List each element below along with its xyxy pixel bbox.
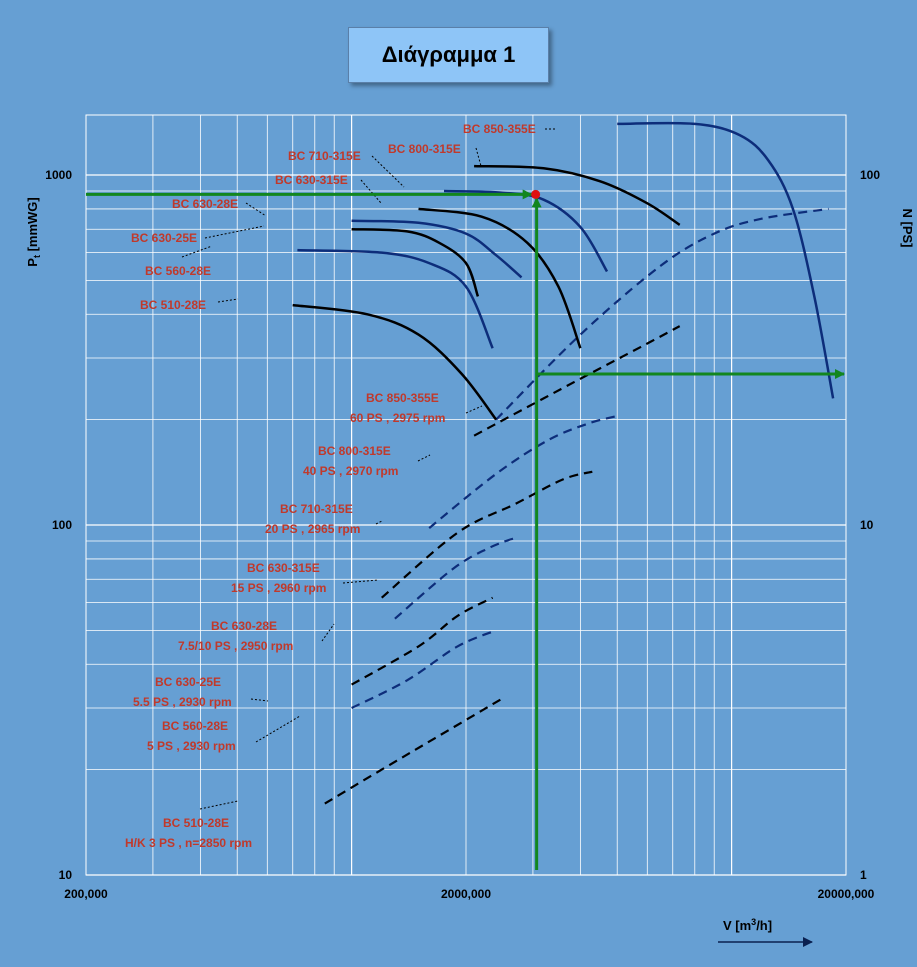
label-leader-line — [342, 579, 379, 584]
power-label-name-bc-800-315e: BC 800-315E — [318, 444, 391, 458]
pressure-label-bc-630-25e: BC 630-25E — [131, 231, 197, 245]
label-leader-line — [417, 454, 431, 462]
label-leader-line — [375, 520, 383, 525]
label-leader-line — [217, 298, 239, 303]
power-label-rating-bc-800-315e: 40 PS , 2970 rpm — [303, 464, 398, 478]
pressure-curves — [292, 121, 835, 421]
pressure-label-bc-850-355e: BC 850-355E — [463, 122, 536, 136]
x-tick-label: 2000,000 — [441, 887, 491, 901]
power-curve-bc-630-25e — [351, 596, 494, 686]
x-tick-label: 20000,000 — [818, 887, 875, 901]
chart-title-box: Διάγραμμα 1 — [348, 27, 549, 83]
pressure-curve-bc-710-315e — [443, 189, 609, 273]
label-leader-line — [199, 800, 239, 810]
y-tick-label-right: 100 — [860, 168, 880, 182]
operating-point — [531, 189, 541, 199]
power-label-rating-bc-630-28e: 7.5/10 PS , 2950 rpm — [178, 639, 293, 653]
label-leader-line — [321, 623, 335, 642]
grid — [85, 115, 847, 876]
tick-labels: 200,000 2000,000 20000,000 10 100 1000 1 10 100 — [45, 168, 880, 901]
power-label-name-bc-630-28e: BC 630-28E — [211, 619, 277, 633]
power-label-rating-bc-630-315e: 15 PS , 2960 rpm — [231, 581, 326, 595]
pressure-curve-bc-630-25e — [351, 227, 480, 297]
pressure-label-bc-630-28e: BC 630-28E — [172, 197, 238, 211]
pressure-curve-bc-800-315e — [474, 164, 681, 226]
y-tick-label-left: 100 — [52, 518, 72, 532]
pressure-curve-bc-850-355e — [617, 121, 835, 399]
operating-point-guides — [86, 189, 845, 870]
power-label-name-bc-710-315e: BC 710-315E — [280, 502, 353, 516]
label-leader-line — [204, 225, 265, 239]
power-curve-bc-800-315e — [473, 325, 681, 437]
x-tick-label: 200,000 — [64, 887, 108, 901]
label-leader-line — [250, 698, 269, 702]
pressure-curve-bc-630-28e — [351, 219, 523, 279]
power-label-name-bc-630-25e: BC 630-25E — [155, 675, 221, 689]
pressure-curve-bc-510-28e — [292, 303, 498, 421]
power-curves — [324, 207, 829, 805]
x-axis-label: V [m3/h] — [723, 917, 772, 933]
pressure-label-bc-710-315e: BC 710-315E — [288, 149, 361, 163]
power-curve-bc-630-28e — [394, 536, 516, 620]
label-leader-line — [465, 405, 483, 414]
power-label-name-bc-560-28e: BC 560-28E — [162, 719, 228, 733]
power-label-name-bc-850-355e: BC 850-355E — [366, 391, 439, 405]
power-label-name-bc-630-315e: BC 630-315E — [247, 561, 320, 575]
power-curve-bc-850-355e — [495, 207, 829, 421]
label-leader-line — [475, 147, 482, 167]
y-tick-label-right: 10 — [860, 518, 874, 532]
y-tick-label-right: 1 — [860, 868, 867, 882]
label-leader-line — [371, 155, 405, 188]
pressure-label-bc-510-28e: BC 510-28E — [140, 298, 206, 312]
y-axis-label-right: N [PS] — [900, 209, 915, 248]
power-label-rating-bc-850-355e: 60 PS , 2975 rpm — [350, 411, 445, 425]
power-label-rating-bc-560-28e: 5 PS , 2930 rpm — [147, 739, 236, 753]
pressure-label-bc-560-28e: BC 560-28E — [145, 264, 211, 278]
y-axis-label-left: Pt [mmWG] — [25, 197, 42, 266]
y-tick-label-left: 10 — [59, 868, 73, 882]
pressure-curve-bc-560-28e — [297, 248, 494, 349]
power-label-name-bc-510-28e: BC 510-28E — [163, 816, 229, 830]
power-curve-bc-630-315e — [380, 470, 593, 599]
label-leader-line — [245, 202, 267, 217]
pressure-curve-bc-630-315e — [418, 207, 582, 349]
label-leader-line — [255, 715, 301, 743]
pressure-label-bc-630-315e: BC 630-315E — [275, 173, 348, 187]
label-leaders — [181, 128, 556, 810]
pressure-label-bc-800-315e: BC 800-315E — [388, 142, 461, 156]
chart-title: Διάγραμμα 1 — [381, 42, 516, 67]
power-curve-bc-560-28e — [351, 629, 497, 709]
power-curve-bc-710-315e — [428, 414, 618, 529]
power-label-rating-bc-510-28e: H/K 3 PS , n=2850 rpm — [125, 836, 252, 850]
label-leader-line — [360, 179, 382, 204]
y-tick-label-left: 1000 — [45, 168, 72, 182]
power-label-rating-bc-710-315e: 20 PS , 2965 rpm — [265, 522, 360, 536]
power-label-rating-bc-630-25e: 5.5 PS , 2930 rpm — [133, 695, 232, 709]
label-leader-line — [181, 245, 213, 258]
